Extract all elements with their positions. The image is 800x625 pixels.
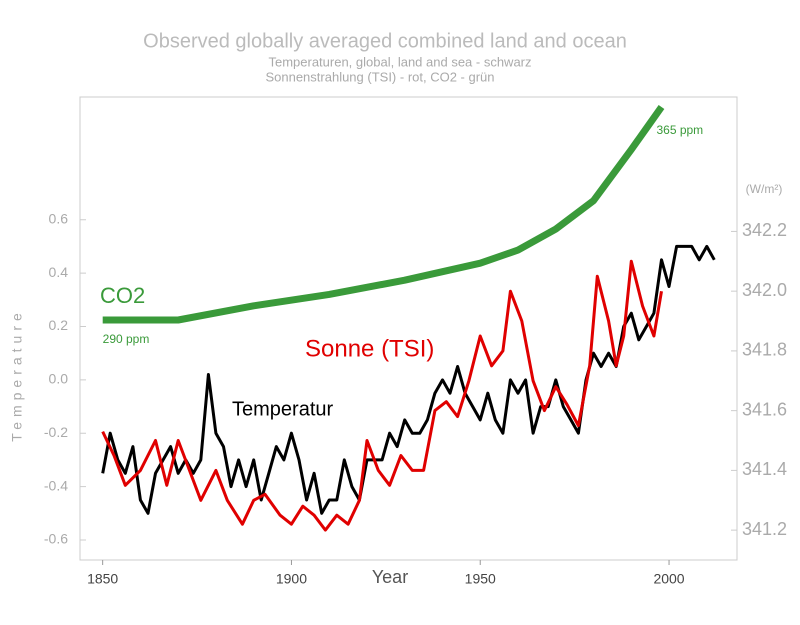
series-line — [101, 244, 716, 515]
x-tick-label: 1850 — [87, 571, 118, 587]
y-tick-label: 0.2 — [49, 317, 69, 333]
y2-axis-label: (W/m²) — [746, 182, 783, 196]
y-axis-label: Temperature — [9, 308, 25, 442]
series-label: Temperatur — [232, 398, 333, 420]
y2-tick-label: 341.4 — [742, 459, 787, 479]
y2-tick-label: 342.2 — [742, 220, 787, 240]
x-tick-label: 1950 — [465, 571, 496, 587]
y2-tick-label: 342.0 — [742, 280, 787, 300]
y2-tick-label: 341.8 — [742, 340, 787, 360]
y-tick-label: 0.4 — [49, 264, 69, 280]
series-line — [102, 104, 665, 324]
y2-tick-label: 341.6 — [742, 399, 787, 419]
series-line — [101, 259, 663, 532]
y-tick-label: 0.6 — [49, 210, 69, 226]
x-axis-label: Year — [372, 567, 408, 587]
value-label: 365 ppm — [656, 123, 703, 137]
plot-frame — [79, 96, 738, 561]
chart-subtitle: Temperaturen, global, land and sea - sch… — [268, 54, 531, 69]
chart-subtitle: Sonnenstrahlung (TSI) - rot, CO2 - grün — [265, 69, 494, 84]
series-label: CO2 — [100, 283, 145, 308]
y-tick-label: -0.2 — [44, 424, 68, 440]
value-label: 290 ppm — [103, 332, 150, 346]
series-label: Sonne (TSI) — [305, 335, 434, 362]
x-tick-label: 1900 — [276, 571, 307, 587]
x-tick-label: 2000 — [653, 571, 684, 587]
y-tick-label: -0.6 — [44, 531, 68, 547]
chart-title: Observed globally averaged combined land… — [143, 30, 627, 52]
y-tick-label: -0.4 — [44, 477, 68, 493]
y-tick-label: 0.0 — [49, 371, 69, 387]
y2-tick-label: 341.2 — [742, 519, 787, 539]
